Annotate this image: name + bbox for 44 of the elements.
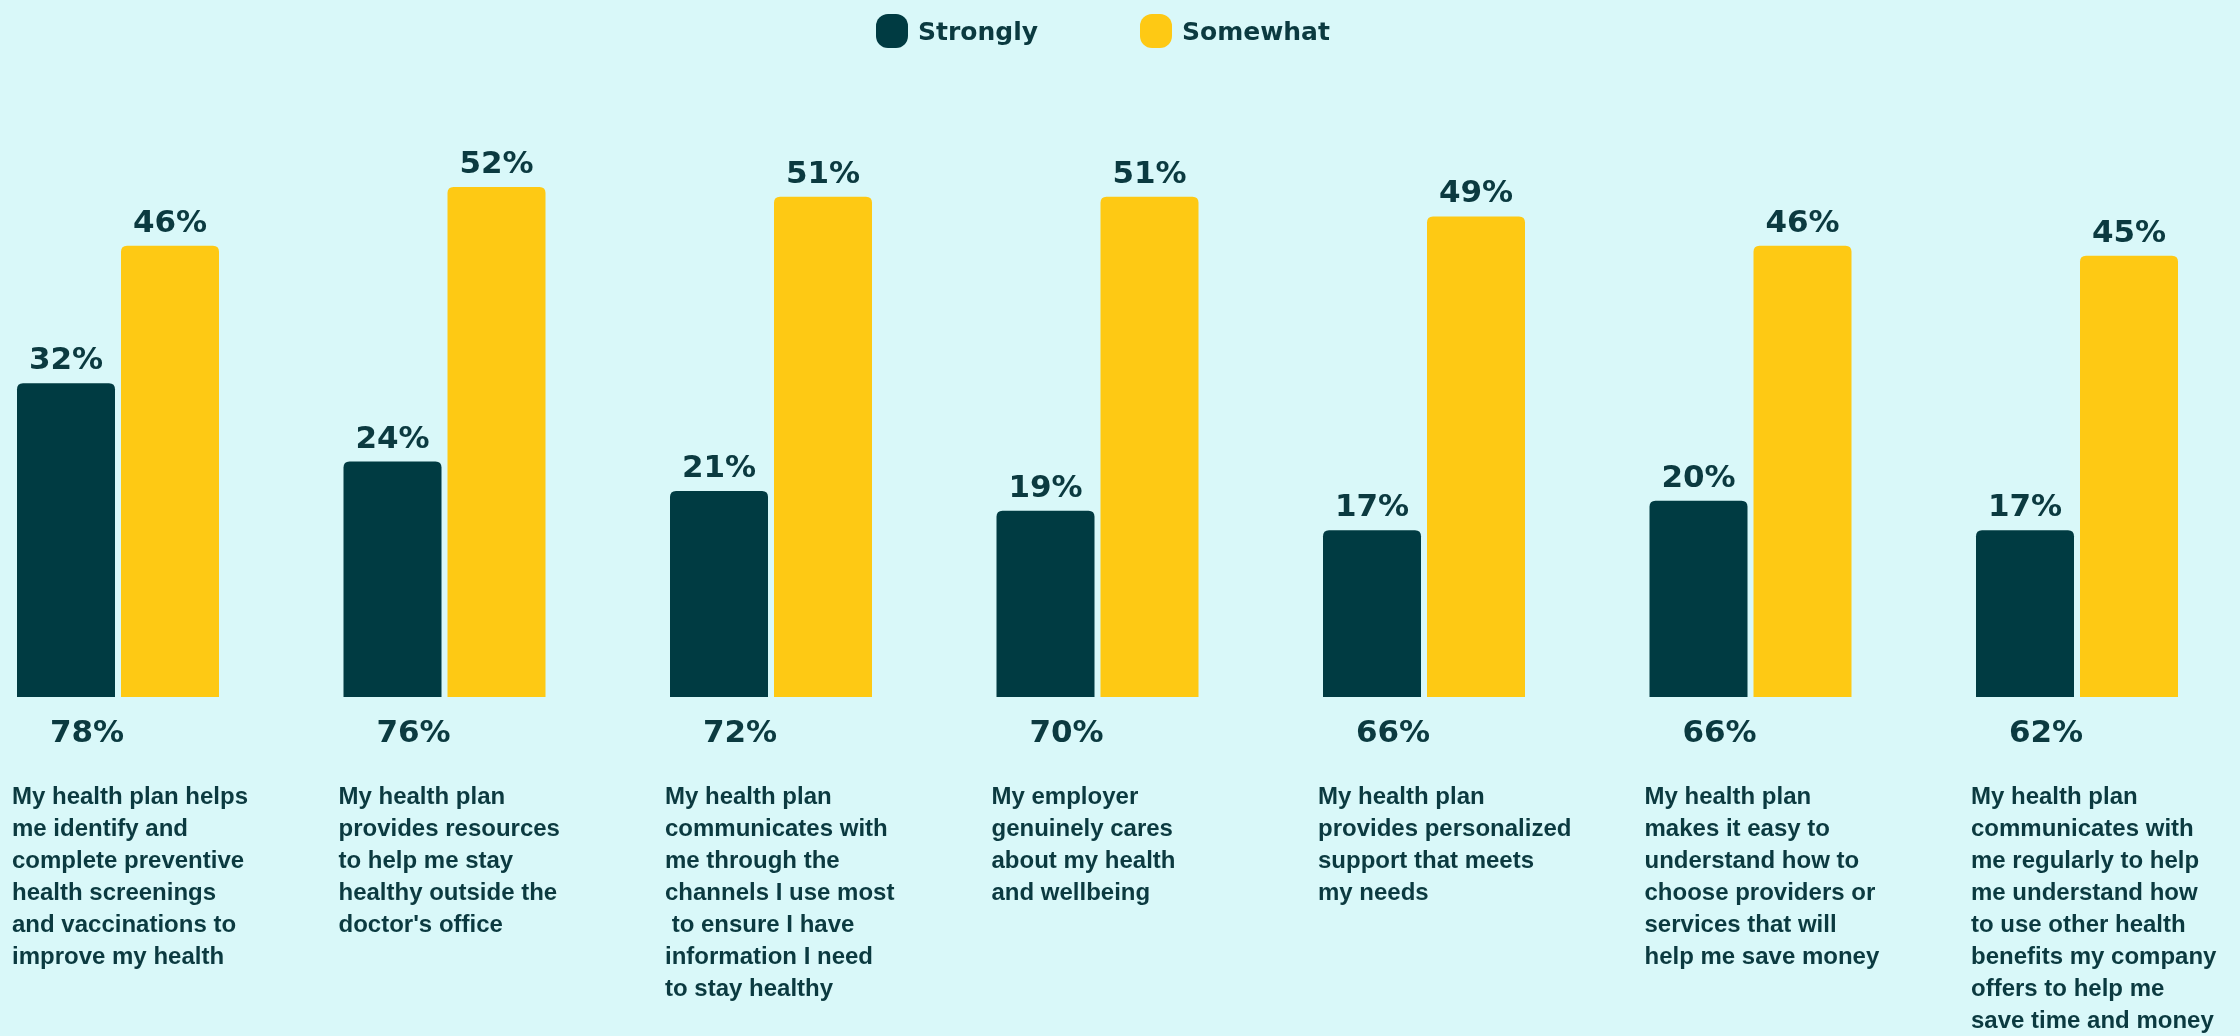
data-label: 19% <box>1008 467 1083 504</box>
data-label: 51% <box>1112 153 1187 190</box>
bar <box>996 510 1095 697</box>
total-label: 70% <box>1029 713 1104 749</box>
bar <box>1100 196 1199 697</box>
data-label: 45% <box>2091 212 2167 249</box>
data-label: 32% <box>28 340 104 377</box>
total-label: 78% <box>49 713 125 749</box>
data-label: 52% <box>459 144 534 180</box>
x-tick-label: My health plan makes it easy to understand how to choose providers or services that will help me save money <box>1644 782 1880 969</box>
data-label: 46% <box>132 202 208 239</box>
bar <box>1323 530 1421 697</box>
x-tick-label: My health plan communicates with me regularly to help me understand how to use other health benefits my company offers to help me save time and money <box>1971 782 2218 1033</box>
bar <box>1649 500 1748 697</box>
data-label: 51% <box>785 153 861 190</box>
total-label: 62% <box>2008 713 2084 749</box>
x-tick-label: My employer genuinely cares about my health and wellbeing <box>991 782 1176 905</box>
legend-label: Strongly <box>918 17 1039 46</box>
total-label: 66% <box>1682 713 1757 749</box>
bar <box>17 383 115 697</box>
bar <box>121 245 219 697</box>
x-tick-label: My health plan helps me identify and complete preventive health screenings and vaccinations to improve my health <box>12 782 249 969</box>
bar <box>774 196 872 697</box>
total-label: 76% <box>376 713 451 749</box>
bar <box>447 187 546 697</box>
bar <box>2080 255 2178 697</box>
x-tick-label: My health plan communicates with me through the channels I use most to ensure I have information I need to stay healthy <box>665 782 895 1001</box>
total-label: 66% <box>1355 713 1431 749</box>
data-label: 46% <box>1765 202 1840 239</box>
data-label: 17% <box>1987 487 2063 524</box>
data-label: 21% <box>681 448 757 485</box>
bar <box>670 491 768 697</box>
x-tick-label: My health plan provides personalized support that meets my needs <box>1318 782 1572 905</box>
data-label: 49% <box>1438 173 1514 210</box>
bar <box>1427 216 1525 697</box>
x-tick-label: My health plan provides resources to help me stay healthy outside the doctor's office <box>338 782 560 937</box>
total-label: 72% <box>702 713 778 749</box>
legend-label: Somewhat <box>1182 17 1330 46</box>
bar <box>1976 530 2074 697</box>
bar <box>343 461 442 697</box>
data-label: 20% <box>1661 457 1736 494</box>
bar <box>1753 245 1852 697</box>
data-label: 17% <box>1334 487 1410 524</box>
data-label: 24% <box>355 418 430 455</box>
